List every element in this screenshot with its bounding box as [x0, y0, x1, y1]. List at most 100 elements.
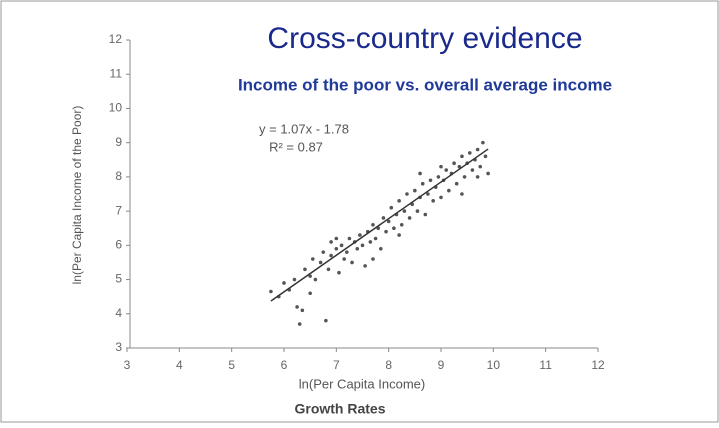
point [386, 219, 391, 224]
point [308, 291, 312, 296]
x-tick-label: 10 [487, 358, 501, 372]
point [415, 209, 420, 213]
point [478, 164, 483, 169]
point [321, 250, 326, 254]
point [423, 212, 428, 217]
point [379, 246, 383, 251]
point [292, 277, 297, 282]
point [324, 318, 328, 323]
point [371, 223, 375, 227]
subtitle: Income of the poor vs. overall average i… [238, 75, 612, 94]
equation: y = 1.07x - 1.78 [259, 121, 349, 136]
point [326, 267, 331, 272]
point [460, 154, 464, 159]
point [467, 151, 472, 155]
y-tick-label: 7 [115, 203, 122, 217]
point [329, 253, 333, 258]
point [452, 161, 456, 165]
point [418, 171, 422, 176]
point [428, 178, 433, 183]
point [470, 168, 475, 172]
footer: Growth Rates [294, 401, 385, 417]
x-tick-label: 11 [539, 358, 552, 372]
point [337, 270, 341, 275]
point [368, 240, 373, 244]
point [413, 188, 417, 193]
point [475, 147, 480, 152]
y-tick-label: 9 [115, 135, 122, 149]
point [300, 308, 305, 313]
point [371, 257, 375, 261]
point [462, 175, 467, 179]
point [350, 260, 354, 265]
point [339, 243, 344, 248]
point [420, 181, 425, 186]
point [373, 236, 378, 241]
point [355, 246, 360, 251]
point [444, 168, 449, 172]
y-tick-label: 5 [115, 272, 122, 286]
point [481, 140, 485, 145]
point [439, 195, 443, 200]
y-tick-label: 12 [109, 32, 123, 46]
point [397, 233, 401, 237]
point [342, 257, 346, 261]
x-axis-label: ln(Per Capita Income) [299, 376, 425, 391]
r-squared: R² = 0.87 [269, 139, 323, 154]
point [402, 209, 407, 213]
point [384, 229, 388, 234]
y-axis-label: ln(Per Capita Income of the Poor) [70, 106, 84, 285]
point [460, 192, 464, 196]
point [310, 257, 315, 261]
point [345, 250, 349, 254]
point [439, 164, 443, 169]
point [457, 164, 462, 169]
point [318, 260, 323, 265]
point [347, 236, 352, 241]
y-tick-label: 6 [115, 238, 122, 252]
x-tick-label: 3 [124, 358, 131, 372]
point [483, 154, 488, 159]
x-tick-label: 9 [438, 358, 445, 372]
point [269, 289, 273, 294]
point [334, 236, 339, 241]
point [392, 226, 396, 231]
y-tick-label: 3 [115, 340, 122, 354]
x-tick-label: 7 [333, 358, 340, 372]
point [295, 305, 299, 309]
point [431, 199, 435, 203]
point [397, 199, 401, 203]
x-tick-label: 12 [591, 358, 605, 372]
point [303, 267, 307, 272]
y-tick-label: 10 [109, 101, 123, 115]
point [358, 233, 362, 237]
point [389, 205, 394, 210]
point [381, 216, 386, 220]
point [334, 246, 339, 251]
x-tick-label: 5 [228, 358, 235, 372]
x-tick-label: 8 [385, 358, 392, 372]
point [436, 175, 441, 179]
point [475, 175, 480, 179]
point [313, 277, 318, 282]
point [297, 322, 302, 326]
point [454, 181, 459, 186]
point [308, 274, 312, 278]
x-tick-label: 6 [281, 358, 288, 372]
point [329, 240, 333, 244]
point [426, 192, 430, 196]
y-tick-label: 4 [115, 306, 122, 320]
y-tick-label: 8 [115, 169, 122, 183]
point [360, 243, 365, 248]
y-tick-label: 11 [110, 66, 123, 80]
point [486, 171, 490, 176]
point [407, 216, 412, 220]
trend-line [270, 148, 489, 302]
point [363, 264, 367, 268]
point [405, 192, 409, 196]
title: Cross-country evidence [267, 22, 582, 55]
point [282, 281, 286, 285]
point [447, 188, 451, 193]
